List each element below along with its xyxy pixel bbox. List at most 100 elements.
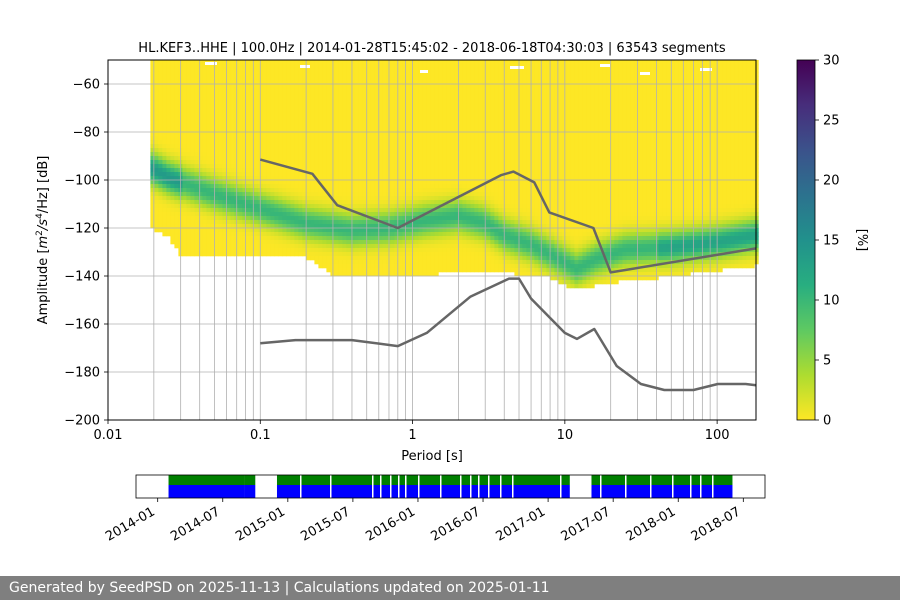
psd-cell: [394, 84, 399, 89]
psd-cell: [318, 184, 323, 189]
psd-cell: [374, 188, 379, 193]
psd-cell: [370, 220, 375, 225]
psd-cell: [366, 228, 371, 233]
psd-cell: [530, 272, 535, 277]
psd-cell: [414, 68, 419, 73]
psd-cell: [486, 248, 491, 253]
psd-cell: [266, 60, 271, 65]
psd-cell: [362, 72, 367, 77]
psd-cell: [254, 180, 259, 185]
psd-cell: [346, 228, 351, 233]
psd-cell: [246, 168, 251, 173]
psd-cell: [386, 184, 391, 189]
psd-cell: [214, 132, 219, 137]
psd-cell: [434, 108, 439, 113]
psd-cell: [354, 140, 359, 145]
psd-cell: [246, 240, 251, 245]
psd-cell: [486, 236, 491, 241]
psd-cell: [182, 144, 187, 149]
psd-cell: [198, 228, 203, 233]
psd-cell: [326, 196, 331, 201]
psd-cell: [290, 124, 295, 129]
psd-cell: [382, 208, 387, 213]
psd-cell: [346, 144, 351, 149]
psd-cell: [294, 100, 299, 105]
psd-cell: [494, 116, 499, 121]
psd-cell: [314, 228, 319, 233]
psd-cell: [310, 220, 315, 225]
psd-cell: [342, 144, 347, 149]
psd-cell: [514, 76, 519, 81]
psd-cell: [230, 168, 235, 173]
psd-cell: [326, 144, 331, 149]
psd-cell: [454, 212, 459, 217]
psd-cell: [174, 116, 179, 121]
psd-cell: [366, 224, 371, 229]
psd-cell: [214, 160, 219, 165]
psd-cell: [174, 236, 179, 241]
psd-cell: [306, 76, 311, 81]
psd-cell: [466, 208, 471, 213]
psd-cell: [462, 104, 467, 109]
psd-cell: [222, 112, 227, 117]
psd-cell: [206, 152, 211, 157]
psd-cell: [262, 60, 267, 65]
psd-cell: [526, 168, 531, 173]
psd-cell: [362, 88, 367, 93]
psd-cell: [350, 180, 355, 185]
psd-cell: [422, 220, 427, 225]
psd-cell: [382, 92, 387, 97]
psd-cell: [386, 244, 391, 249]
psd-cell: [522, 204, 527, 209]
psd-cell: [246, 92, 251, 97]
psd-cell: [302, 76, 307, 81]
psd-cell: [346, 248, 351, 253]
psd-cell: [458, 116, 463, 121]
psd-cell: [454, 76, 459, 81]
psd-cell: [430, 272, 435, 277]
psd-cell: [374, 92, 379, 97]
psd-cell: [418, 192, 423, 197]
psd-cell: [250, 252, 255, 257]
psd-cell: [218, 92, 223, 97]
psd-cell: [470, 112, 475, 117]
psd-cell: [154, 156, 159, 161]
psd-cell: [214, 96, 219, 101]
psd-cell: [222, 104, 227, 109]
psd-cell: [398, 212, 403, 217]
psd-cell: [278, 104, 283, 109]
psd-cell: [438, 188, 443, 193]
psd-cell: [450, 144, 455, 149]
psd-cell: [474, 64, 479, 69]
psd-cell: [534, 192, 539, 197]
psd-cell: [242, 140, 247, 145]
psd-cell: [506, 188, 511, 193]
psd-cell: [342, 192, 347, 197]
psd-cell: [246, 156, 251, 161]
psd-cell: [218, 252, 223, 257]
psd-cell: [486, 72, 491, 77]
psd-cell: [270, 124, 275, 129]
psd-cell: [422, 132, 427, 137]
psd-cell: [434, 112, 439, 117]
psd-cell: [450, 152, 455, 157]
psd-cell: [278, 200, 283, 205]
psd-cell: [470, 120, 475, 125]
psd-cell: [298, 180, 303, 185]
psd-cell: [430, 184, 435, 189]
psd-cell: [438, 228, 443, 233]
psd-cell: [326, 212, 331, 217]
psd-cell: [310, 88, 315, 93]
psd-cell: [310, 84, 315, 89]
psd-cell: [474, 212, 479, 217]
psd-cell: [530, 96, 535, 101]
psd-cell: [250, 184, 255, 189]
psd-cell: [154, 148, 159, 153]
psd-cell: [190, 88, 195, 93]
psd-cell: [314, 204, 319, 209]
psd-cell: [378, 64, 383, 69]
psd-cell: [474, 160, 479, 165]
psd-cell: [310, 152, 315, 157]
psd-cell: [406, 144, 411, 149]
psd-cell: [198, 64, 203, 69]
